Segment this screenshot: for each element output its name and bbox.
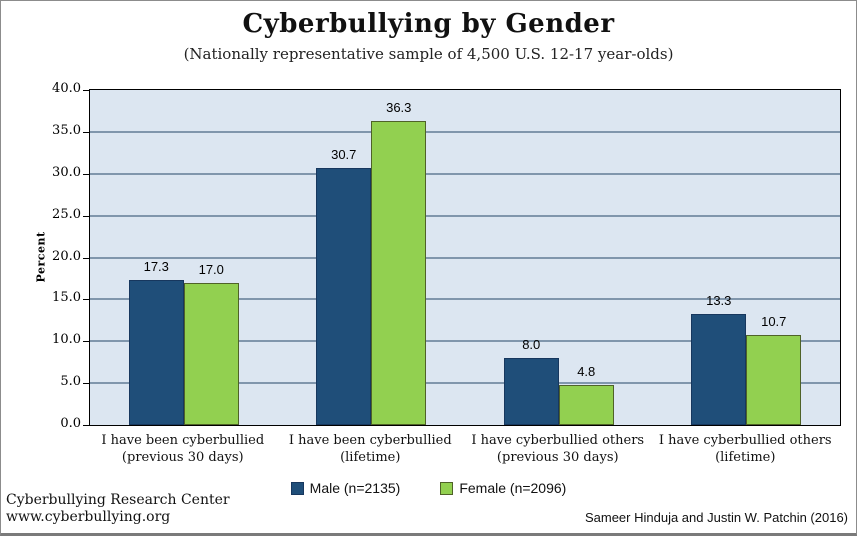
y-tick-mark: [83, 425, 89, 426]
legend-label: Female (n=2096): [459, 480, 567, 496]
legend-swatch: [290, 481, 304, 495]
bar-male: [316, 167, 372, 425]
gridline: [90, 172, 840, 175]
y-tick-label: 30.0: [52, 164, 81, 180]
gridline: [90, 256, 840, 259]
gridline: [90, 340, 840, 343]
category-label: I have been cyberbullied (previous 30 da…: [101, 433, 265, 465]
y-tick-mark: [83, 341, 89, 343]
category-label: I have cyberbullied others (previous 30 …: [471, 433, 645, 465]
bar-value-label: 13.3: [706, 292, 732, 308]
y-tick-label: 0.0: [60, 416, 81, 431]
bar-male: [128, 280, 184, 425]
y-tick-mark: [83, 90, 89, 91]
y-tick-mark: [83, 257, 89, 259]
legend-item: Female (n=2096): [440, 480, 566, 496]
y-tick-label: 10.0: [52, 332, 81, 348]
source-url: www.cyberbullying.org: [6, 508, 171, 525]
bar-female: [558, 384, 614, 425]
y-tick-mark: [83, 131, 89, 133]
gridline: [90, 130, 840, 133]
source-name: Cyberbullying Research Center: [6, 492, 230, 508]
y-tick-mark: [83, 383, 89, 385]
y-tick-mark: [83, 299, 89, 301]
y-tick-mark: [83, 173, 89, 175]
author-credit: Sameer Hinduja and Justin W. Patchin (20…: [584, 510, 848, 525]
bar-female: [371, 121, 427, 425]
category-label: I have been cyberbullied (lifetime): [288, 433, 452, 465]
gridline: [90, 214, 840, 217]
bar-value-label: 30.7: [331, 146, 357, 162]
legend: Male (n=2135) Female (n=2096): [1, 480, 856, 496]
legend-label: Male (n=2135): [309, 480, 401, 496]
bar-value-label: 17.0: [198, 261, 224, 277]
bar-male: [503, 358, 559, 425]
legend-swatch: [440, 481, 454, 495]
bar-female: [183, 282, 239, 425]
bar-value-label: 36.3: [386, 99, 412, 115]
bar-female: [746, 335, 802, 425]
y-tick-label: 25.0: [52, 206, 81, 222]
category-label: I have cyberbullied others (lifetime): [658, 433, 832, 465]
y-tick-mark: [83, 215, 89, 217]
bar-value-label: 8.0: [522, 337, 541, 352]
gridline: [90, 382, 840, 385]
chart-subtitle: (Nationally representative sample of 4,5…: [183, 45, 674, 63]
bar-value-label: 4.8: [577, 363, 596, 379]
bar-value-label: 10.7: [761, 314, 787, 330]
y-tick-label: 5.0: [60, 374, 81, 390]
chart-title: Cyberbullying by Gender: [242, 9, 615, 39]
plot-area: 17.3 17.0 30.7 36.3 8.0 4.8 13.3 10.7: [89, 89, 841, 426]
gridline: [90, 298, 840, 301]
bar-value-label: 17.3: [143, 259, 169, 275]
legend-item: Male (n=2135): [290, 480, 401, 496]
y-tick-label: 15.0: [52, 290, 81, 306]
y-tick-label: 40.0: [52, 81, 81, 96]
y-tick-label: 20.0: [52, 248, 81, 264]
y-tick-label: 35.0: [52, 122, 81, 138]
bar-male: [691, 313, 747, 425]
source-credit: Cyberbullying Research Center www.cyberb…: [6, 492, 230, 526]
